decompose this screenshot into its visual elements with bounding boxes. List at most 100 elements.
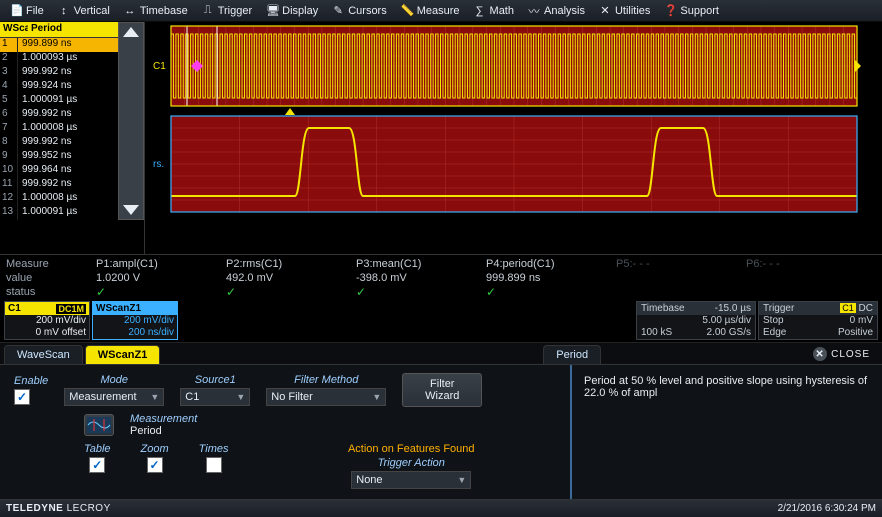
times-label: Times <box>199 443 229 455</box>
times-checkbox[interactable] <box>206 457 222 473</box>
close-button[interactable]: ✕CLOSE <box>805 344 878 364</box>
tab-wscanz1[interactable]: WScanZ1 <box>85 345 161 364</box>
measure-icon: 📏 <box>401 4 413 17</box>
trigger-state: Stop <box>763 315 784 327</box>
menu-vertical[interactable]: ↕Vertical <box>52 3 116 19</box>
measure-value: 1.0200 V <box>96 272 226 284</box>
menu-measure[interactable]: 📏Measure <box>395 2 466 19</box>
channel-c1-offset: 0 mV offset <box>5 327 89 339</box>
close-icon: ✕ <box>813 347 827 361</box>
tab-period[interactable]: Period <box>543 345 601 364</box>
mode-select[interactable]: Measurement▼ <box>64 388 164 406</box>
menu-display[interactable]: 🖥Display <box>260 2 324 19</box>
menu-trigger[interactable]: ⎍Trigger <box>196 2 258 19</box>
measure-name: P6:- - - <box>746 258 876 270</box>
source-select[interactable]: C1▼ <box>180 388 250 406</box>
waveform-area: C1 rs. <box>145 22 882 254</box>
measure-name: P5:- - - <box>616 258 746 270</box>
channel-c1-label: C1 <box>8 303 21 314</box>
zoom-checkbox[interactable]: ✓ <box>147 457 163 473</box>
channel-c1-badge: DC1M <box>56 304 86 314</box>
scan-table-col1[interactable]: WScan <box>0 22 28 37</box>
menu-math[interactable]: ∑Math <box>468 3 520 19</box>
measure-status: ✓ <box>356 285 486 299</box>
measurement-icon[interactable] <box>84 414 114 436</box>
timebase-tdiv: 5.00 µs/div <box>702 315 751 327</box>
filter-wizard-button[interactable]: FilterWizard <box>402 373 482 407</box>
action-select[interactable]: None▼ <box>351 471 471 489</box>
measure-value: -398.0 mV <box>356 272 486 284</box>
trigger-slope: Positive <box>838 327 873 339</box>
measure-name: P2:rms(C1) <box>226 258 356 270</box>
timebase-rate: 2.00 GS/s <box>707 327 751 339</box>
channel-wscanz1-box[interactable]: WScanZ1 200 mV/div 200 ns/div <box>92 301 178 340</box>
file-icon: 📄 <box>10 4 22 17</box>
cursors-icon: ✎ <box>332 4 344 17</box>
channel-wscanz1-vdiv: 200 mV/div <box>93 315 177 327</box>
config-panel: Enable ✓ Mode Measurement▼ Source1 C1▼ F… <box>0 364 882 499</box>
scroll-down-icon[interactable] <box>123 205 139 215</box>
vertical-icon: ↕ <box>58 5 70 17</box>
measure-value: 492.0 mV <box>226 272 356 284</box>
menubar: 📄File↕Vertical↔Timebase⎍Trigger🖥Display✎… <box>0 0 882 22</box>
svg-text:C1: C1 <box>153 61 166 72</box>
menu-file[interactable]: 📄File <box>4 2 50 19</box>
scan-table-scrollbar[interactable] <box>118 22 144 220</box>
measure-status: ✓ <box>486 285 616 299</box>
analysis-icon: 〰 <box>528 3 540 19</box>
zoom-label: Zoom <box>141 443 169 455</box>
statusbar: TELEDYNE LECROY 2/21/2016 6:30:24 PM <box>0 499 882 517</box>
channel-c1-vdiv: 200 mV/div <box>5 315 89 327</box>
trigger-icon: ⎍ <box>202 4 214 17</box>
channel-wscanz1-tdiv: 200 ns/div <box>93 327 177 339</box>
measure-value: 999.899 ns <box>486 272 616 284</box>
timebase-box[interactable]: Timebase-15.0 µs 5.00 µs/div 100 kS2.00 … <box>636 301 756 340</box>
measure-status: ✓ <box>226 285 356 299</box>
action-sub: Trigger Action <box>378 457 445 469</box>
waveform-top-marker[interactable] <box>285 108 295 115</box>
measure-label: Measure <box>6 258 96 270</box>
measure-strip: MeasureP1:ampl(C1)P2:rms(C1)P3:mean(C1)P… <box>0 254 882 301</box>
display-icon: 🖥 <box>266 4 278 17</box>
svg-text:rs.: rs. <box>153 159 164 170</box>
tab-wavescan[interactable]: WaveScan <box>4 345 83 364</box>
menu-cursors[interactable]: ✎Cursors <box>326 2 393 19</box>
enable-checkbox[interactable]: ✓ <box>14 389 30 405</box>
measurement-label: Measurement <box>130 413 197 425</box>
period-description: Period at 50 % level and positive slope … <box>584 375 870 399</box>
channel-wscanz1-label: WScanZ1 <box>96 303 141 314</box>
measure-name: P1:ampl(C1) <box>96 258 226 270</box>
value-label: value <box>6 272 96 284</box>
mode-label: Mode <box>101 374 129 386</box>
waveform-bottom[interactable]: rs. <box>151 114 861 214</box>
action-heading: Action on Features Found <box>348 443 475 455</box>
measure-name: P4:period(C1) <box>486 258 616 270</box>
status-label: status <box>6 286 96 298</box>
trigger-type: Edge <box>763 327 786 339</box>
brand: TELEDYNE LECROY <box>6 503 111 514</box>
waveform-top[interactable]: C1 <box>151 24 861 108</box>
enable-label: Enable <box>14 375 48 387</box>
menu-support[interactable]: ❓Support <box>658 2 725 19</box>
trigger-title: Trigger <box>763 303 794 314</box>
scroll-up-icon[interactable] <box>123 27 139 37</box>
trigger-box[interactable]: Trigger C1 DC Stop 0 mV Edge Positive <box>758 301 878 340</box>
menu-analysis[interactable]: 〰Analysis <box>522 1 591 21</box>
timebase-icon: ↔ <box>124 5 136 17</box>
channel-c1-box[interactable]: C1 DC1M 200 mV/div 0 mV offset <box>4 301 90 340</box>
measurement-value: Period <box>130 425 197 437</box>
timebase-value: -15.0 µs <box>715 303 751 314</box>
trigger-badge2: DC <box>859 303 873 314</box>
menu-timebase[interactable]: ↔Timebase <box>118 3 194 19</box>
menu-utilities[interactable]: ✕Utilities <box>593 2 656 19</box>
timebase-samples: 100 kS <box>641 327 672 339</box>
measure-status: ✓ <box>96 285 226 299</box>
support-icon: ❓ <box>664 4 676 17</box>
table-label: Table <box>84 443 111 455</box>
filter-select[interactable]: No Filter▼ <box>266 388 386 406</box>
measure-name: P3:mean(C1) <box>356 258 486 270</box>
table-checkbox[interactable]: ✓ <box>89 457 105 473</box>
trigger-level: 0 mV <box>850 315 873 327</box>
trigger-badge1: C1 <box>840 303 856 313</box>
statusbar-time: 2/21/2016 6:30:24 PM <box>778 503 876 514</box>
